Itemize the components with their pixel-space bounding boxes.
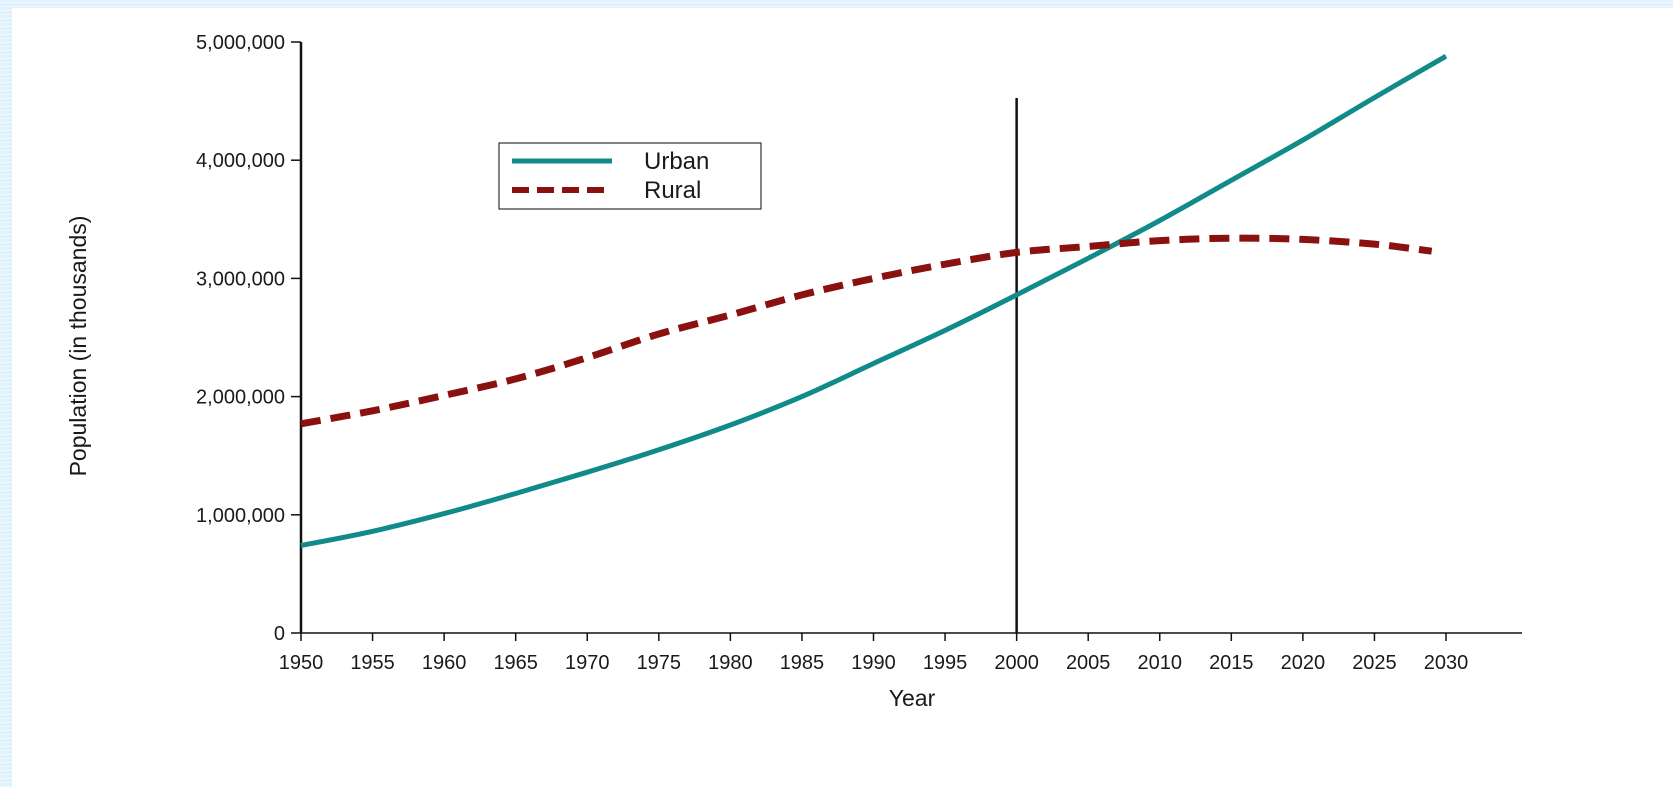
data-point-rural [727,312,733,318]
x-tick-label: 1970 [565,652,610,674]
series-line-urban [300,54,1448,548]
data-point-rural [1371,241,1377,247]
data-point-urban [727,422,733,428]
data-point-rural [1228,235,1234,241]
x-axis-title: Year [889,685,936,711]
series [298,53,1449,549]
data-point-rural [1300,236,1306,242]
x-tick-label: 2015 [1209,652,1254,674]
x-tick-label: 1950 [279,652,324,674]
data-point-urban [1228,177,1234,183]
data-point-urban [370,528,376,534]
data-point-urban [298,543,304,549]
x-tick-label: 2010 [1138,652,1183,674]
x-tick-label: 1960 [422,652,467,674]
data-point-rural [871,275,877,281]
data-point-urban [656,447,662,453]
data-point-rural [1014,249,1020,255]
x-tick-label: 1965 [493,652,538,674]
data-point-urban [1443,53,1449,59]
x-tick-label: 2000 [994,652,1039,674]
data-point-urban [1371,95,1377,101]
legend: Urban Rural [498,142,762,210]
series-line-rural [300,234,1433,428]
data-point-rural [1429,248,1435,254]
data-point-urban [799,394,805,400]
x-tick-label: 2030 [1424,652,1469,674]
y-tick-label: 4,000,000 [196,150,285,172]
x-tick-label: 1975 [637,652,682,674]
line-chart: 0 1,000,000 2,000,000 3,000,000 4,000,000 5,0… [65,32,1522,711]
data-point-rural [942,261,948,267]
data-point-rural [370,408,376,414]
y-axis-title: Population (in thousands) [65,216,91,477]
y-tick-label: 5,000,000 [196,32,285,54]
data-point-rural [799,292,805,298]
x-tick-label: 1995 [923,652,968,674]
x-tick-label: 1980 [708,652,753,674]
data-point-rural [1157,238,1163,244]
chart-frame: 0 1,000,000 2,000,000 3,000,000 4,000,000 5,0… [12,8,1673,787]
data-point-urban [1157,218,1163,224]
data-point-rural [656,331,662,337]
legend-box [498,142,762,210]
data-point-rural [584,355,590,361]
data-point-rural [298,421,304,427]
x-tick-label: 1955 [350,652,395,674]
x-tick-label: 2020 [1281,652,1326,674]
data-point-urban [1300,137,1306,143]
y-tick-label: 0 [274,623,285,645]
data-point-rural [513,376,519,382]
data-point-urban [441,511,447,517]
data-point-rural [1085,244,1091,250]
x-tick-label: 2025 [1352,652,1397,674]
y-tick-label: 3,000,000 [196,268,285,290]
x-tick-label: 1990 [851,652,896,674]
data-point-urban [584,469,590,475]
legend-label-urban: Urban [644,148,709,175]
legend-label-rural: Rural [644,177,701,204]
data-point-urban [513,491,519,497]
x-tick-label: 2005 [1066,652,1111,674]
axes [291,41,1522,641]
data-point-urban [871,361,877,367]
x-tick-label: 1985 [780,652,825,674]
data-point-urban [1014,292,1020,298]
y-tick-label: 2,000,000 [196,387,285,409]
data-point-urban [942,327,948,333]
y-tick-label: 1,000,000 [196,505,285,527]
data-point-rural [441,392,447,398]
tick-labels: 0 1,000,000 2,000,000 3,000,000 4,000,000 5,0… [196,32,1468,674]
data-point-urban [1085,255,1091,261]
